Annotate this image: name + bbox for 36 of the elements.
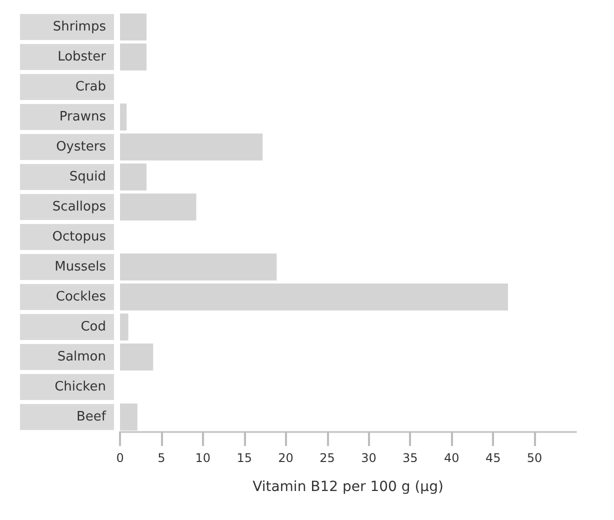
x-tick-label: 25 xyxy=(320,451,335,465)
y-tick-label: Octopus xyxy=(52,230,106,244)
x-tick-label: 5 xyxy=(158,451,166,465)
y-tick-label: Chicken xyxy=(54,380,106,394)
bar xyxy=(120,284,508,310)
bar xyxy=(120,104,127,130)
bar xyxy=(120,314,128,340)
x-axis-title: Vitamin B12 per 100 g (µg) xyxy=(252,479,444,495)
x-tick-label: 20 xyxy=(278,451,294,465)
y-tick-label: Cod xyxy=(80,320,106,334)
y-tick-label: Cockles xyxy=(56,290,106,304)
x-tick-label: 15 xyxy=(236,451,252,465)
y-tick-label: Squid xyxy=(69,170,106,184)
y-tick-label: Shrimps xyxy=(52,20,106,34)
x-tick-label: 0 xyxy=(116,451,124,465)
y-tick-label: Oysters xyxy=(56,140,106,154)
bar xyxy=(120,194,196,220)
bar xyxy=(120,44,147,70)
x-tick-label: 45 xyxy=(485,451,501,465)
y-tick-label: Salmon xyxy=(57,350,106,364)
y-tick-label: Beef xyxy=(76,410,106,424)
bar xyxy=(120,14,147,40)
x-tick-label: 30 xyxy=(361,451,376,465)
x-tick-label: 10 xyxy=(195,451,211,465)
x-tick-label: 35 xyxy=(402,451,418,465)
y-tick-label: Prawns xyxy=(59,110,106,124)
bar xyxy=(120,134,263,160)
y-tick-label: Mussels xyxy=(54,260,106,274)
y-tick-label: Scallops xyxy=(52,200,106,214)
bar xyxy=(120,254,277,280)
x-tick-label: 40 xyxy=(444,451,460,465)
bar xyxy=(120,164,147,190)
y-tick-label: Crab xyxy=(75,80,106,94)
y-tick-label: Lobster xyxy=(58,50,107,64)
x-tick-label: 50 xyxy=(526,451,542,465)
bar xyxy=(120,344,154,370)
